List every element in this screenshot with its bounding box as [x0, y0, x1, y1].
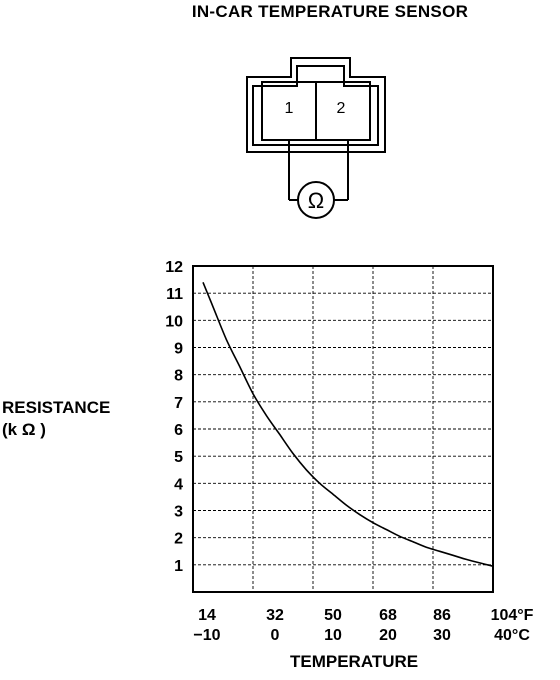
y-tick-label: 1	[174, 558, 183, 575]
x-tick-label-celsius: 30	[433, 627, 451, 644]
y-tick-label: 5	[174, 449, 183, 466]
y-tick-labels: 12 11 10 9 8 7 6 5 4 3 2 1	[165, 259, 183, 575]
connector-housing-inner	[252, 65, 379, 146]
ohmmeter-symbol: Ω	[308, 188, 324, 213]
y-tick-label: 12	[165, 259, 183, 276]
connector-diagram	[246, 57, 386, 219]
y-axis-label-line1: RESISTANCE	[2, 398, 111, 417]
x-tick-label-celsius: 10	[324, 627, 342, 644]
x-tick-label-fahrenheit: 50	[324, 607, 342, 624]
chart-grid	[193, 266, 493, 592]
y-tick-label: 9	[174, 341, 183, 358]
x-tick-label-celsius: −10	[193, 627, 220, 644]
x-tick-labels: 14 32 50 68 86 104°F −10 0 10 20 30 40°C	[193, 607, 533, 644]
y-tick-label: 6	[174, 422, 183, 439]
x-tick-label-fahrenheit: 14	[198, 607, 216, 624]
x-tick-label-fahrenheit: 68	[379, 607, 397, 624]
y-axis-label-line2: (k Ω )	[2, 420, 46, 439]
plot-frame	[192, 265, 494, 593]
y-tick-label: 3	[174, 504, 183, 521]
x-tick-label-fahrenheit: 104°F	[491, 607, 534, 624]
x-tick-label-fahrenheit: 32	[266, 607, 284, 624]
x-tick-label-fahrenheit: 86	[433, 607, 451, 624]
y-tick-label: 4	[174, 476, 183, 493]
chart-title: IN-CAR TEMPERATURE SENSOR	[191, 2, 469, 21]
resistance-curve	[202, 281, 494, 567]
x-tick-label-celsius: 0	[271, 627, 280, 644]
x-tick-label-celsius: 40°C	[494, 627, 530, 644]
y-tick-label: 2	[174, 531, 183, 548]
connector-pin-1-label: 1	[285, 100, 294, 117]
y-tick-label: 11	[166, 286, 183, 303]
y-tick-label: 10	[165, 313, 183, 330]
connector-housing-outer	[246, 57, 386, 153]
x-tick-label-celsius: 20	[379, 627, 397, 644]
y-tick-label: 8	[174, 368, 183, 385]
connector-pin-2-label: 2	[337, 100, 346, 117]
ohmmeter-icon	[297, 181, 335, 219]
x-axis-label: TEMPERATURE	[290, 652, 419, 671]
y-tick-label: 7	[174, 395, 183, 412]
